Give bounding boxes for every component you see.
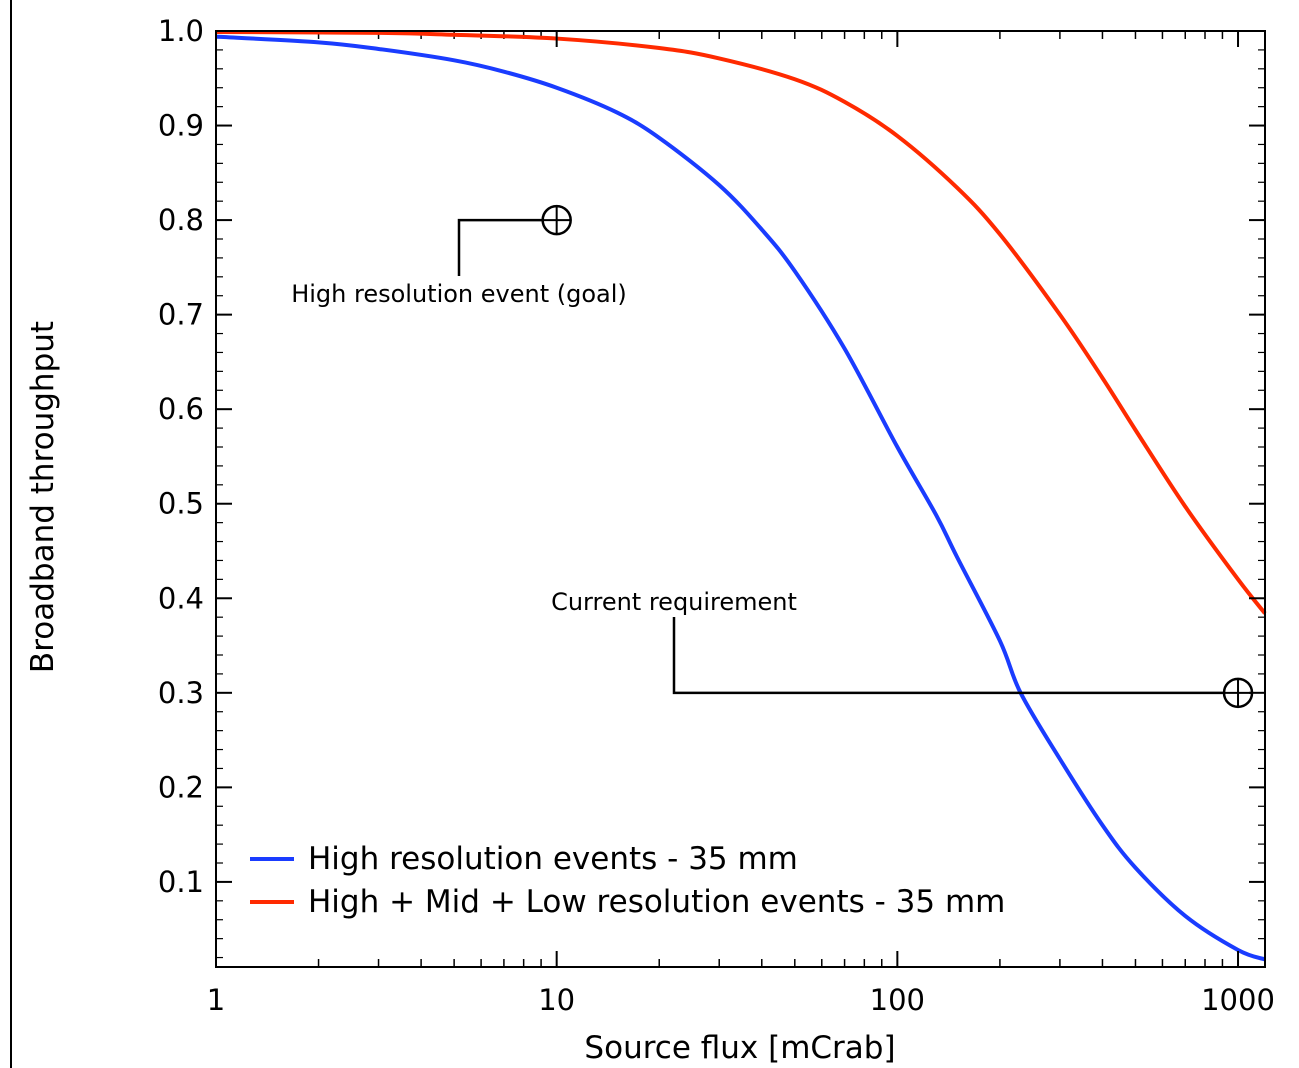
x-axis-label: Source flux [mCrab] xyxy=(584,1030,895,1066)
y-tick-label: 0.5 xyxy=(158,487,204,521)
series-layer xyxy=(215,29,1267,962)
x-tick-labels: 1 10 100 1000 xyxy=(207,983,1275,1017)
y-tick-label: 0.3 xyxy=(158,676,204,710)
y-tick-labels: 0.1 0.2 0.3 0.4 0.5 0.6 0.7 0.8 0.9 1.0 xyxy=(158,14,204,899)
x-tick-label: 10 xyxy=(538,983,575,1017)
y-tick-label: 0.8 xyxy=(158,203,204,237)
series-line-1 xyxy=(215,34,1266,962)
x-tick-label: 1 xyxy=(207,983,225,1017)
annotation-layer: High resolution event (goal) Current requ… xyxy=(291,204,1254,709)
x-tick-label: 1000 xyxy=(1201,983,1275,1017)
y-tick-label: 0.1 xyxy=(158,865,204,899)
x-tick-label: 100 xyxy=(870,983,925,1017)
y-tick-label: 0.9 xyxy=(158,109,204,143)
plot-frame xyxy=(215,30,1266,968)
y-tick-label: 1.0 xyxy=(158,14,204,48)
major-ticks xyxy=(215,30,1265,967)
minor-ticks xyxy=(216,30,1265,967)
annotation-label-requirement: Current requirement xyxy=(551,588,797,616)
y-tick-label: 0.2 xyxy=(158,770,204,804)
series-line-2 xyxy=(215,29,1267,615)
legend: High resolution events - 35 mm High + Mi… xyxy=(250,841,1005,920)
y-tick-label: 0.6 xyxy=(158,392,204,426)
legend-label-series-2: High + Mid + Low resolution events - 35 … xyxy=(308,884,1005,920)
annotation-leader-goal xyxy=(457,218,543,276)
y-axis-label: Broadband throughput xyxy=(25,321,61,673)
y-tick-label: 0.7 xyxy=(158,298,204,332)
legend-label-series-1: High resolution events - 35 mm xyxy=(308,841,798,877)
y-tick-label: 0.4 xyxy=(158,581,204,615)
annotation-label-goal: High resolution event (goal) xyxy=(291,280,627,308)
annotation-leader-requirement xyxy=(672,617,1225,695)
